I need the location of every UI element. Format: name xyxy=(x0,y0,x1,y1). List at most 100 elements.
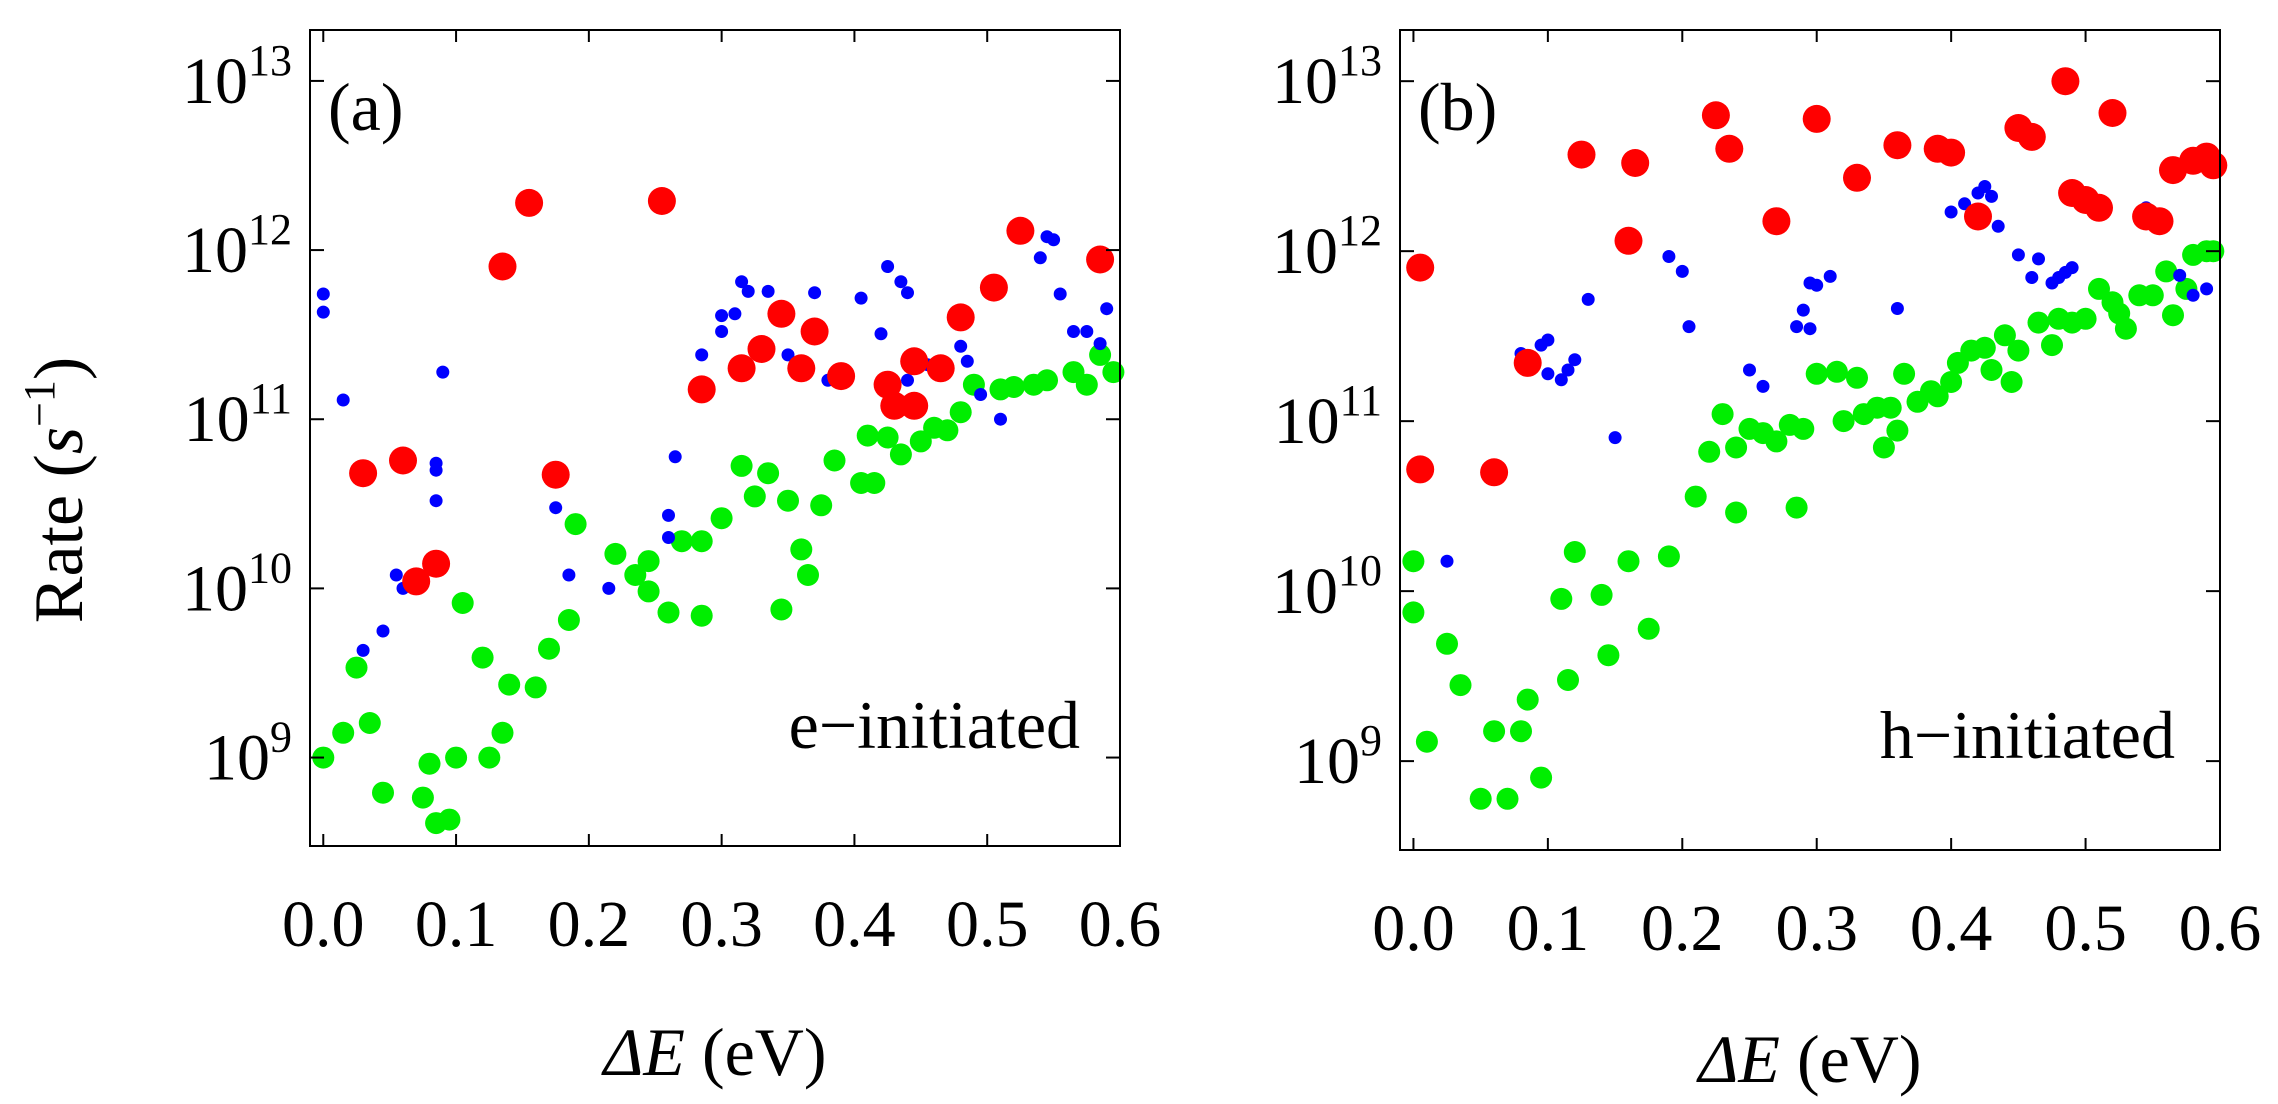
panel-a-series-0-point xyxy=(873,370,902,399)
panel-b-series-2-point xyxy=(1496,787,1519,810)
panel-a-annotation: e−initiated xyxy=(789,687,1080,763)
panel-a-series-2-point xyxy=(710,507,733,530)
panel-b-series-2-point xyxy=(1893,362,1916,385)
y-axis-label-unit: s xyxy=(21,427,98,454)
panel-a-series-1-point xyxy=(436,365,450,379)
panel-a-series-0-point xyxy=(422,549,451,578)
panel-a-series-1-point xyxy=(808,286,822,300)
panel-a-y-tick-label: 1012 xyxy=(182,205,292,287)
panel-a-series-1-point xyxy=(974,388,988,401)
panel-a-series-1-point xyxy=(715,325,729,338)
panel-b-series-2-point xyxy=(1825,360,1848,383)
panel-b-series-2-point xyxy=(1980,359,2003,381)
panel-b-series-1-point xyxy=(1796,303,1810,317)
panel-b-series-2-point xyxy=(1530,766,1553,789)
panel-a-series-2-point xyxy=(557,609,580,631)
panel-b-x-tick-label: 0.4 xyxy=(1910,892,1993,965)
panel-b-series-2-point xyxy=(1617,550,1640,573)
panel-a-series-2-point xyxy=(797,564,819,586)
panel-a-series-0-point xyxy=(880,391,909,420)
panel-a-series-1-point xyxy=(761,284,775,298)
panel-a-series-0-point xyxy=(900,391,929,420)
panel-b-series-0-point xyxy=(2017,122,2046,151)
panel-a-series-2-point xyxy=(790,538,813,561)
panel-b-series-1-point xyxy=(1568,353,1582,367)
panel-b-series-0-point xyxy=(1964,202,1992,231)
panel-b-series-2-point xyxy=(1436,632,1458,655)
panel-a-series-2-point xyxy=(1075,373,1098,396)
panel-a-series-2-point xyxy=(372,781,394,804)
panel-b-ticks: 0.0 0.1 0.2 0.3 0.4 0.5 0.6 109 1010 1011 1012 1013 xyxy=(1272,30,2261,965)
panel-b-y-tick-label: 1013 xyxy=(1272,36,1382,118)
panel-a-series-1-point xyxy=(735,275,749,289)
panel-b-series-2-point xyxy=(1993,324,2016,347)
panel-b-annotation: h−initiated xyxy=(1880,697,2175,773)
panel-b-series-1-point xyxy=(1978,180,1992,193)
panel-b-series-1-point xyxy=(1991,219,2005,233)
panel-b-series-2-point xyxy=(1557,669,1579,691)
panel-b-series-2-point xyxy=(2162,304,2184,327)
panel-b-series-0-point xyxy=(1883,131,1912,160)
panel-b-series-0-point xyxy=(2145,207,2174,236)
panel-a-series-1-point xyxy=(854,291,868,305)
panel-b-y-tick-label: 1012 xyxy=(1272,206,1382,288)
panel-b-series-2-point xyxy=(2114,317,2137,340)
panel-b-series-2-point xyxy=(1792,417,1815,440)
panel-a-series-2-point xyxy=(743,485,766,508)
panel-b-series-2-point xyxy=(1550,587,1573,610)
panel-a-series-0-point xyxy=(515,188,544,217)
panel-b-series-0-point xyxy=(1567,140,1596,169)
panel-b-series-1-point xyxy=(1823,269,1837,283)
panel-b-series-0-point xyxy=(1937,138,1966,167)
panel-a-series-0-point xyxy=(727,354,756,383)
panel-b-series-2-point xyxy=(1657,545,1680,568)
panel-a-series-2-point xyxy=(670,530,693,553)
panel-a-series-1-point xyxy=(1100,302,1114,316)
panel-b-series-2-point xyxy=(2141,284,2164,307)
panel-b-series-1-point xyxy=(1554,373,1568,387)
panel-a-series-0-point xyxy=(747,335,776,363)
panel-a-series-0-point xyxy=(402,567,431,596)
panel-a-x-axis-symbol: ΔE xyxy=(600,1014,684,1090)
panel-a-x-axis-label: ΔE (eV) xyxy=(600,1014,826,1090)
panel-b-series-2-point xyxy=(1765,430,1788,453)
panel-b-series-0-point xyxy=(1762,207,1791,236)
panel-a-y-tick-label: 1010 xyxy=(182,543,292,625)
panel-b-series-2-point xyxy=(1402,550,1425,573)
panel-a-series-2-point xyxy=(690,530,713,553)
panel-b-series-2-point xyxy=(1415,730,1438,753)
panel-a-series-2-point xyxy=(498,673,521,696)
panel-a-series-1-point xyxy=(1047,233,1061,247)
panel-b-series-2-point xyxy=(2007,339,2030,362)
panel-b-series-0-point xyxy=(1843,163,1871,192)
panel-b-series-2-point xyxy=(1597,644,1620,667)
panel-b-x-axis-label: ΔE (eV) xyxy=(1695,1021,1921,1097)
panel-b-series-2-point xyxy=(1449,674,1472,697)
panel-a-series-1-point xyxy=(1067,325,1080,338)
panel-a-series-1-point xyxy=(960,354,974,368)
panel-b-series-0-point xyxy=(1701,101,1730,130)
panel-a-series-0-point xyxy=(787,354,816,383)
panel-b-x-tick-label: 0.3 xyxy=(1775,892,1858,965)
panel-b-series-1-point xyxy=(2173,268,2187,282)
panel-a-y-tick-label: 109 xyxy=(204,713,292,795)
panel-a-series-2-point xyxy=(1002,376,1025,398)
panel-a: 0.0 0.1 0.2 0.3 0.4 0.5 0.6 109 1010 1011 1012 1013… xyxy=(182,29,1161,1090)
panel-b-series-0-point xyxy=(2199,151,2228,180)
panel-a-series-1-point xyxy=(356,643,370,657)
panel-a-series-1-point xyxy=(336,393,350,407)
panel-a-ticks: 0.0 0.1 0.2 0.3 0.4 0.5 0.6 109 1010 1011 1012 1013 xyxy=(182,30,1161,961)
panel-a-series-0-point xyxy=(926,354,955,383)
panel-a-series-1-point xyxy=(741,284,755,298)
panel-b-series-1-point xyxy=(1440,554,1454,568)
panel-a-series-1-point xyxy=(874,327,888,341)
panel-a-series-1-point xyxy=(316,287,330,301)
panel-b-series-2-point xyxy=(1590,583,1613,606)
panel-a-series-2-point xyxy=(332,721,355,744)
panel-b-series-1-point xyxy=(1675,264,1689,278)
panel-b-series-1-point xyxy=(2200,282,2214,296)
panel-a-series-2-point xyxy=(637,550,660,573)
panel-a-series-1-point xyxy=(562,568,576,582)
panel-a-series-2-point xyxy=(856,424,879,447)
